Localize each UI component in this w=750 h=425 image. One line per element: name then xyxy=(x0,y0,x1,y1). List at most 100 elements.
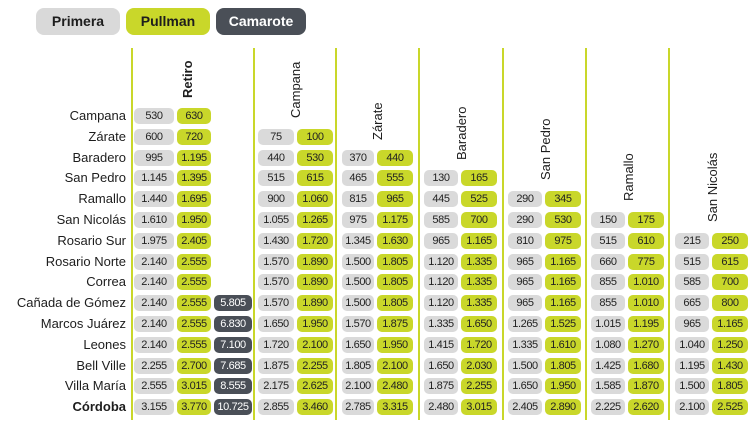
fare-primera-cell: 965 xyxy=(424,232,458,249)
fare-primera-cell: 2.140 xyxy=(134,336,174,353)
fare-primera-cell: 1.040 xyxy=(675,336,709,353)
fare-primera-cell: 2.140 xyxy=(134,316,174,332)
fare-primera-cell: 965 xyxy=(508,253,542,270)
fare-pullman-cell: 2.890 xyxy=(545,399,581,416)
fare-primera-cell: 3.155 xyxy=(134,399,174,416)
fare-primera-cell: 1.650 xyxy=(424,357,458,374)
fare-pullman-cell: 1.805 xyxy=(712,378,748,395)
fare-primera-cell: 1.120 xyxy=(424,274,458,291)
fare-primera-cell: 1.875 xyxy=(258,357,294,374)
fare-pullman-cell: 1.890 xyxy=(297,253,333,270)
fare-primera-cell: 1.055 xyxy=(258,212,294,228)
fare-primera-cell: 1.120 xyxy=(424,253,458,270)
fare-pullman-cell: 1.695 xyxy=(177,191,211,208)
fare-primera-cell: 1.335 xyxy=(508,336,542,353)
fare-pullman-cell: 2.620 xyxy=(628,399,664,416)
column-divider xyxy=(131,48,133,420)
fare-primera-cell: 1.570 xyxy=(258,274,294,291)
column-divider xyxy=(502,48,504,420)
row-city-label: Cañada de Gómez xyxy=(16,295,126,311)
fare-primera-cell: 810 xyxy=(508,232,542,249)
fare-pullman-cell: 700 xyxy=(461,212,497,228)
fare-pullman-cell: 1.165 xyxy=(545,295,581,312)
fare-pullman-cell: 2.100 xyxy=(297,336,333,353)
fare-pullman-cell: 345 xyxy=(545,191,581,208)
fare-primera-cell: 1.650 xyxy=(508,378,542,395)
fare-pullman-cell: 1.950 xyxy=(297,316,333,332)
fare-pullman-cell: 250 xyxy=(712,232,748,249)
column-divider xyxy=(253,48,255,420)
fare-pullman-cell: 965 xyxy=(377,191,413,208)
fare-pullman-cell: 1.165 xyxy=(712,316,748,332)
fare-primera-cell: 2.785 xyxy=(342,399,374,416)
fare-pullman-cell: 2.030 xyxy=(461,357,497,374)
fare-pullman-cell: 1.875 xyxy=(377,316,413,332)
fare-pullman-cell: 2.100 xyxy=(377,357,413,374)
fare-pullman-cell: 1.950 xyxy=(177,212,211,228)
fare-pullman-cell: 175 xyxy=(628,212,664,228)
fare-pullman-cell: 1.525 xyxy=(545,316,581,332)
fare-primera-cell: 2.555 xyxy=(134,378,174,395)
fare-primera-cell: 1.425 xyxy=(591,357,625,374)
fare-camarote-cell: 7.100 xyxy=(214,336,252,353)
fare-primera-cell: 585 xyxy=(424,212,458,228)
fare-pullman-cell: 3.015 xyxy=(461,399,497,416)
fare-primera-cell: 515 xyxy=(675,253,709,270)
fare-pullman-cell: 975 xyxy=(545,232,581,249)
fare-primera-cell: 1.440 xyxy=(134,191,174,208)
fare-primera-cell: 1.345 xyxy=(342,232,374,249)
fare-pullman-cell: 1.195 xyxy=(628,316,664,332)
fare-pullman-cell: 2.255 xyxy=(461,378,497,395)
fare-primera-cell: 2.100 xyxy=(675,399,709,416)
fare-primera-cell: 900 xyxy=(258,191,294,208)
fare-primera-cell: 1.650 xyxy=(342,336,374,353)
fare-pullman-cell: 1.195 xyxy=(177,149,211,166)
fare-primera-cell: 2.855 xyxy=(258,399,294,416)
fare-primera-cell: 1.610 xyxy=(134,212,174,228)
fare-pullman-cell: 525 xyxy=(461,191,497,208)
fare-pullman-cell: 2.555 xyxy=(177,295,211,312)
row-city-label: Villa María xyxy=(64,378,126,394)
row-city-label: Ramallo xyxy=(78,191,126,207)
fare-camarote-cell: 7.685 xyxy=(214,357,252,374)
fare-primera-cell: 2.140 xyxy=(134,274,174,291)
fare-pullman-cell: 1.010 xyxy=(628,295,664,312)
fare-primera-cell: 2.140 xyxy=(134,295,174,312)
column-divider xyxy=(585,48,587,420)
fare-pullman-cell: 1.890 xyxy=(297,274,333,291)
fare-pullman-cell: 800 xyxy=(712,295,748,312)
column-header: Retiro xyxy=(180,60,195,98)
fare-pullman-cell: 1.010 xyxy=(628,274,664,291)
fare-pullman-cell: 615 xyxy=(297,170,333,187)
fare-primera-cell: 445 xyxy=(424,191,458,208)
fare-pullman-cell: 2.625 xyxy=(297,378,333,395)
fare-pullman-cell: 2.525 xyxy=(712,399,748,416)
row-city-label: Leones xyxy=(83,336,126,352)
fare-primera-cell: 1.585 xyxy=(591,378,625,395)
fare-primera-cell: 1.720 xyxy=(258,336,294,353)
row-city-label: Zárate xyxy=(88,128,126,144)
fare-primera-cell: 215 xyxy=(675,232,709,249)
fare-primera-cell: 1.975 xyxy=(134,232,174,249)
fare-primera-cell: 1.570 xyxy=(342,316,374,332)
column-divider xyxy=(418,48,420,420)
fare-primera-cell: 440 xyxy=(258,149,294,166)
fare-primera-cell: 1.500 xyxy=(342,274,374,291)
fare-pullman-cell: 610 xyxy=(628,232,664,249)
fare-pullman-cell: 1.335 xyxy=(461,295,497,312)
fare-pullman-cell: 1.950 xyxy=(545,378,581,395)
fare-primera-cell: 1.015 xyxy=(591,316,625,332)
fare-primera-cell: 2.100 xyxy=(342,378,374,395)
fare-primera-cell: 465 xyxy=(342,170,374,187)
row-city-label: Córdoba xyxy=(72,399,126,415)
fare-pullman-cell: 1.805 xyxy=(377,253,413,270)
fare-pullman-cell: 1.870 xyxy=(628,378,664,395)
fare-primera-cell: 995 xyxy=(134,149,174,166)
fare-pullman-cell: 530 xyxy=(297,149,333,166)
fare-primera-cell: 515 xyxy=(591,232,625,249)
fare-primera-cell: 1.500 xyxy=(675,378,709,395)
fare-primera-cell: 530 xyxy=(134,108,174,124)
fare-primera-cell: 1.500 xyxy=(342,295,374,312)
fare-primera-cell: 1.875 xyxy=(424,378,458,395)
fare-primera-cell: 855 xyxy=(591,274,625,291)
